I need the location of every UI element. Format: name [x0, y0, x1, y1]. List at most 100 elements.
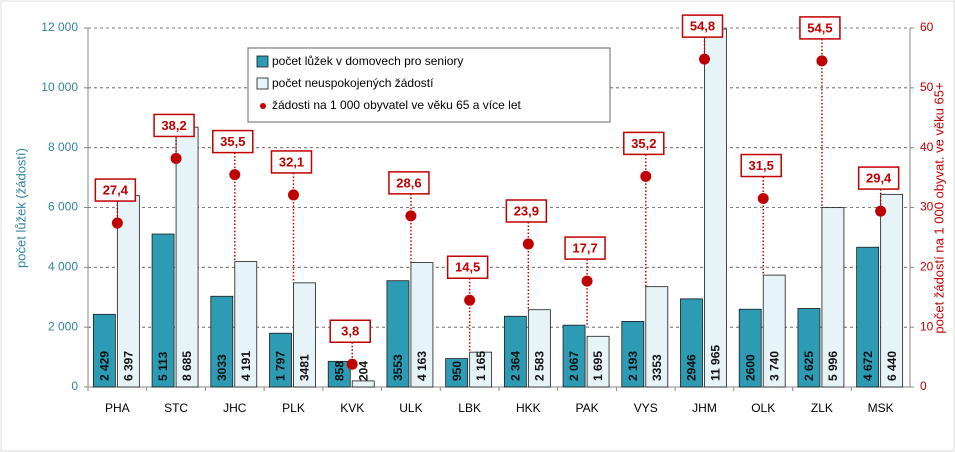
dot — [288, 189, 299, 201]
legend-box — [247, 47, 611, 123]
bar — [856, 246, 880, 388]
bar — [410, 262, 434, 388]
legend-swatch — [256, 77, 269, 90]
bar — [738, 308, 762, 388]
dot-value-label: 38,2 — [161, 118, 186, 133]
bar-value-label: 6 440 — [885, 351, 899, 381]
y-tick-label: 8 000 — [48, 140, 78, 154]
bar-value-label: 3033 — [215, 354, 229, 381]
legend-swatch — [256, 55, 269, 68]
bar-value-label: 2600 — [743, 354, 757, 381]
bar-value-label: 4 191 — [239, 351, 253, 381]
dot-value-label: 27,4 — [103, 182, 129, 197]
value-label-box — [388, 171, 430, 195]
dot — [522, 238, 534, 250]
bar-value-label: 204 — [356, 361, 370, 381]
legend-label: žádosti na 1 000 obyvatel ve věku 65 a v… — [272, 98, 521, 112]
x-tick-label: HKK — [516, 401, 541, 415]
x-tick-label: LBK — [458, 401, 481, 415]
dot-value-label: 23,9 — [514, 203, 539, 218]
dot — [816, 55, 828, 67]
bar-value-label: 11 965 — [709, 345, 723, 381]
bar — [210, 295, 234, 388]
dot-value-label: 14,5 — [455, 260, 480, 275]
y2-tick-label: 60 — [920, 20, 934, 34]
bar — [645, 286, 669, 388]
dot-value-label: 35,5 — [220, 134, 245, 149]
bar-value-label: 3553 — [391, 354, 405, 381]
x-tick-label: JHM — [692, 401, 717, 415]
y-tick-label: 4 000 — [48, 260, 78, 274]
x-tick-label: JHC — [223, 401, 247, 415]
value-label-box — [329, 319, 371, 344]
value-label-box — [799, 16, 841, 40]
bar-value-label: 2 364 — [509, 351, 523, 381]
bar — [586, 335, 610, 388]
bar-value-label: 5 996 — [826, 351, 840, 381]
y2-tick-label: 40 — [920, 140, 934, 154]
bar — [680, 298, 703, 388]
dot-value-label: 54,5 — [807, 20, 832, 35]
y2-tick-label: 30 — [920, 200, 934, 214]
bar-value-label: 2 193 — [626, 351, 640, 381]
bar-value-label: 1 797 — [274, 351, 288, 381]
legend-label: počet neuspokojených žádostí — [272, 76, 434, 90]
dot-value-label: 3,8 — [341, 324, 359, 339]
bar-value-label: 2946 — [685, 354, 699, 381]
dot — [640, 170, 652, 182]
x-tick-label: STC — [164, 401, 188, 415]
dot-value-label: 31,5 — [749, 158, 774, 173]
value-label-box — [623, 131, 665, 156]
bar — [503, 315, 527, 388]
bar — [762, 274, 786, 388]
y2-tick-label: 10 — [920, 319, 934, 333]
y-tick-label: 10 000 — [41, 80, 78, 94]
bar-value-label: 2 583 — [533, 351, 547, 381]
y-tick-label: 0 — [71, 379, 78, 393]
bar-value-label: 950 — [450, 361, 464, 381]
bar — [293, 282, 316, 388]
y2-axis-label: počet žádostí na 1 000 obyvat. ve věku 6… — [931, 82, 946, 333]
dot — [699, 53, 710, 65]
bar — [175, 126, 199, 388]
value-label-box — [740, 153, 782, 178]
bar — [151, 233, 175, 388]
x-tick-label: PAK — [576, 401, 599, 415]
bar — [621, 320, 645, 388]
bar — [269, 332, 292, 388]
dot — [581, 275, 593, 287]
bar — [880, 193, 904, 388]
bar — [351, 380, 375, 388]
bar-value-label: 3481 — [298, 354, 312, 381]
legend-label: počet lůžek v domovech pro seniory — [272, 54, 463, 68]
dot-value-label: 29,4 — [866, 171, 892, 186]
bar — [821, 207, 845, 388]
x-tick-label: KVK — [340, 401, 364, 415]
bar — [327, 360, 351, 388]
bar-value-label: 4 163 — [415, 351, 429, 381]
dot-value-label: 28,6 — [396, 175, 421, 190]
dot — [111, 217, 123, 229]
dot-value-label: 17,7 — [572, 241, 597, 256]
bar — [234, 261, 258, 388]
dot — [229, 169, 241, 181]
value-label-box — [857, 166, 900, 190]
bar-value-label: 3 740 — [767, 351, 781, 381]
value-label-box — [153, 113, 195, 138]
bar-value-label: 1 165 — [474, 351, 488, 381]
dot — [170, 152, 182, 164]
x-tick-label: PHA — [105, 401, 130, 415]
dot — [346, 358, 358, 370]
y-tick-label: 12 000 — [41, 20, 78, 34]
dot-value-label: 35,2 — [631, 136, 656, 151]
bar — [527, 309, 551, 388]
dot — [757, 193, 769, 205]
bar-value-label: 8 685 — [180, 351, 194, 381]
dot — [875, 205, 887, 217]
dot-value-label: 32,1 — [279, 154, 304, 169]
bar-value-label: 3353 — [650, 354, 664, 381]
legend-swatch — [260, 103, 266, 109]
bar — [562, 324, 586, 388]
value-label-box — [270, 150, 313, 174]
